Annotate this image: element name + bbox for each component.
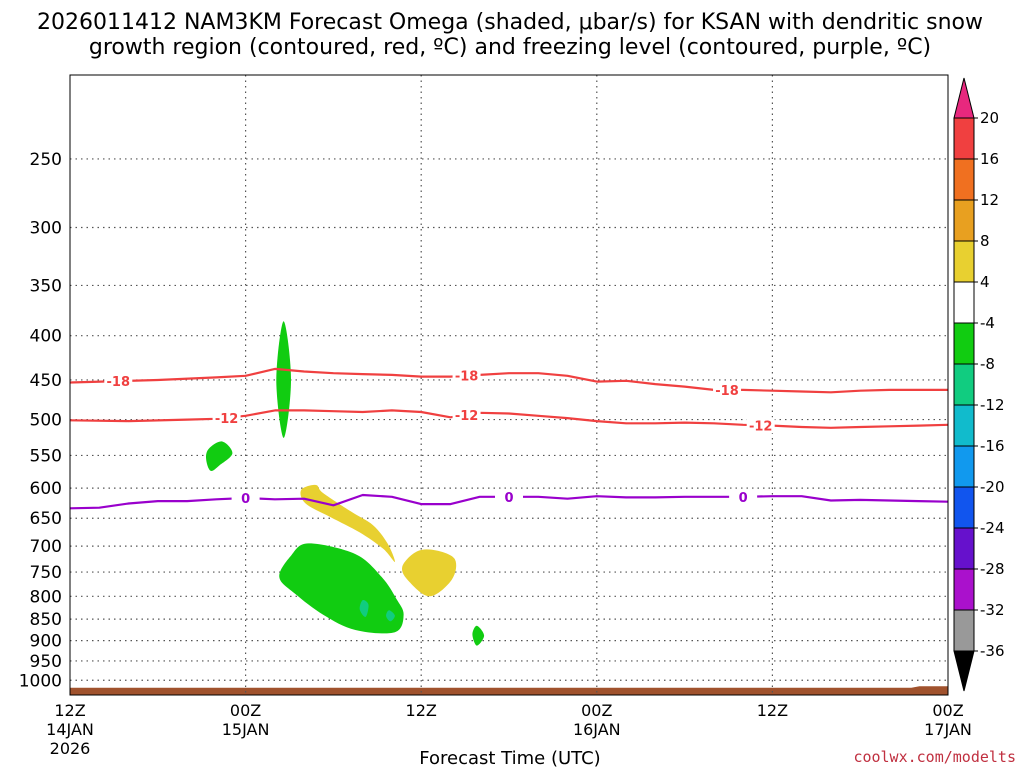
omega-shaded-region [359,599,369,617]
y-tick-label: 1000 [19,671,62,691]
x-tick-time: 12Z [757,701,788,720]
colorbar-top-triangle [953,77,975,119]
colorbar-label: -4 [980,314,995,332]
x-tick-time: 00Z [581,701,612,720]
y-tick-label: 850 [30,610,62,630]
y-tick-label: 300 [30,218,62,238]
y-tick-label: 950 [30,652,62,672]
omega-shaded-region [401,549,457,597]
y-tick-label: 600 [30,479,62,499]
colorbar-label: -28 [980,560,1005,578]
omega-shading-layer [206,321,485,646]
y-tick-label: 250 [30,150,62,170]
plot-frame [69,74,949,696]
colorbar-swatch [953,240,975,283]
colorbar-swatch [953,158,975,201]
colorbar-label: -24 [980,519,1005,537]
y-tick-label: 900 [30,632,62,652]
x-tick-time: 12Z [54,701,85,720]
contour-label-bg [746,417,775,434]
colorbar-swatch [953,363,975,406]
colorbar-swatch [953,486,975,529]
omega-shaded-region [276,321,291,438]
colorbar-label: -16 [980,437,1005,455]
omega-shaded-region [386,610,395,622]
contour-line [69,367,948,394]
colorbar-label: -20 [980,478,1005,496]
colorbar-swatch [953,322,975,365]
y-tick-label: 350 [30,276,62,296]
colorbar-label: 20 [980,109,999,127]
contour-label: -12 [215,412,239,427]
colorbar: 20 16 12 8 4 -4 -8 -12 -16 -20 -24 -28 -32 -36 [953,77,1005,692]
terrain-band [70,686,948,695]
terrain-layer [70,686,948,695]
grid-layer [70,75,948,695]
colorbar-label: -32 [980,601,1005,619]
x-tick-date: 16JAN [573,720,621,739]
colorbar-label: -36 [980,642,1005,660]
x-tick-time: 12Z [406,701,437,720]
contour-label-bg [231,490,260,507]
y-tick-label: 550 [30,446,62,466]
contour-label-bg [713,381,742,398]
x-axis-label: Forecast Time (UTC) [419,748,600,768]
contour-label: 0 [241,492,250,507]
colorbar-label: -12 [980,396,1005,414]
x-tick-date: 14JAN [46,720,94,739]
contour-label-bg [212,409,241,426]
omega-shaded-region [206,441,233,472]
y-tick-label: 750 [30,563,62,583]
contour-label-bg [104,373,133,390]
colorbar-swatch [953,404,975,447]
y-tick-label: 700 [30,537,62,557]
contour-layer: -18 -18 -18 -12 -12 -12 0 0 0 [69,367,949,510]
contour-label: -18 [715,384,739,399]
chart-title-line1: 2026011412 NAM3KM Forecast Omega (shaded… [37,10,983,35]
y-tick-label: 400 [30,327,62,347]
contour-label: 0 [504,491,513,506]
colorbar-bottom-triangle [953,650,975,692]
chart-title-line2: growth region (contoured, red, ºC) and f… [89,35,931,60]
x-tick-date: 17JAN [924,720,972,739]
colorbar-swatch [953,609,975,652]
colorbar-swatch [953,445,975,488]
contour-label: 0 [739,491,748,506]
colorbar-label: 4 [980,273,990,291]
contour-label-bg [452,367,481,384]
y-tick-label: 650 [30,509,62,529]
omega-shaded-region [472,625,485,646]
colorbar-swatch [953,199,975,242]
x-tick-time: 00Z [932,701,963,720]
contour-label: -12 [455,409,479,424]
y-tick-label: 800 [30,587,62,607]
colorbar-label: -8 [980,355,995,373]
colorbar-swatch [953,527,975,570]
colorbar-swatch [953,117,975,160]
colorbar-label: 12 [980,191,999,209]
colorbar-swatch [953,568,975,611]
omega-shaded-region [279,543,404,634]
colorbar-label: 8 [980,232,990,250]
x-tick-year: 2026 [50,739,91,758]
x-tick-date: 15JAN [222,720,270,739]
colorbar-swatch [953,281,975,324]
colorbar-label: 16 [980,150,999,168]
axes-layer: 2503003504004505005506006507007508008509… [19,74,972,758]
x-tick-time: 00Z [230,701,261,720]
y-tick-label: 500 [30,411,62,431]
credit-text: coolwx.com/modelts [853,748,1016,766]
contour-label: -12 [749,419,773,434]
contour-label-bg [729,488,758,505]
contour-label-bg [452,406,481,423]
contour-label: -18 [455,370,479,385]
y-tick-label: 450 [30,371,62,391]
contour-line [69,409,949,429]
contour-label-bg [495,488,523,505]
contour-label: -18 [107,375,131,390]
